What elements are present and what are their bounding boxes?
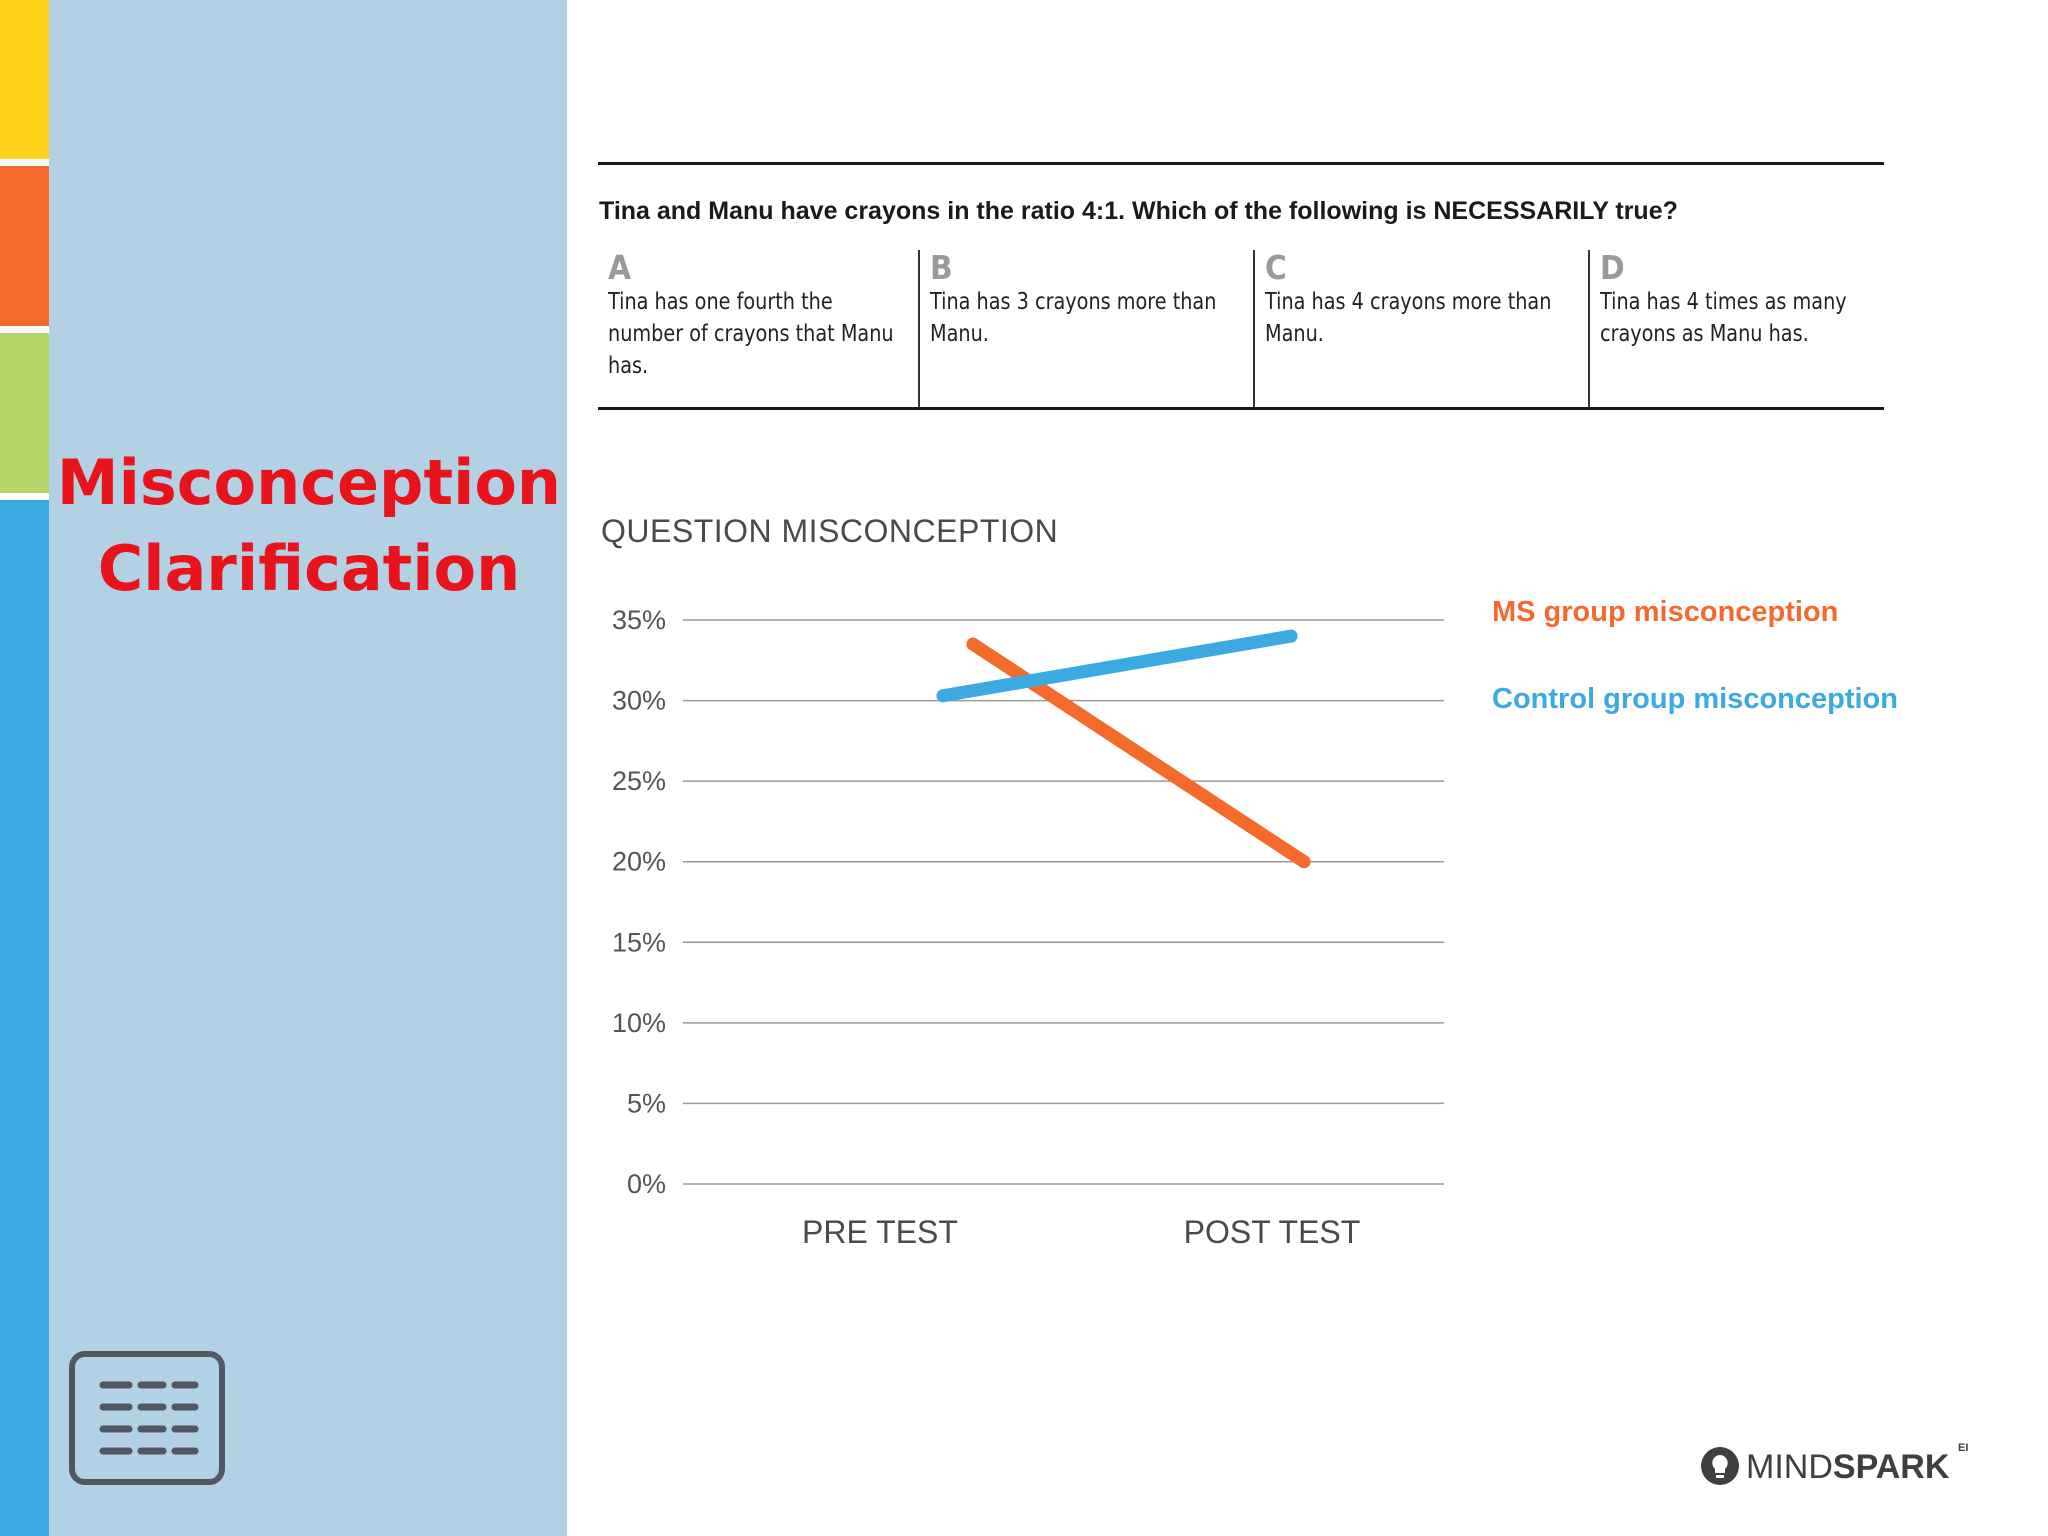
x-tick-label-1: POST TEST — [1184, 1214, 1361, 1250]
logo-superscript: EI — [1958, 1442, 1969, 1454]
data-point-0-0 — [966, 637, 980, 651]
option-b-text: Tina has 3 crayons more than Manu. — [930, 289, 1217, 347]
question-bottom-rule — [598, 407, 1884, 410]
color-strip-yellow — [0, 0, 49, 159]
option-a-text: Tina has one fourth the number of crayon… — [608, 289, 894, 379]
y-tick-label-7: 35% — [612, 605, 666, 635]
y-tick-label-1: 5% — [627, 1088, 666, 1118]
data-point-1-0 — [936, 689, 950, 703]
y-tick-label-2: 10% — [612, 1008, 666, 1038]
legend-ms-group: MS group misconception — [1492, 596, 1839, 628]
legend-control-group: Control group misconception — [1492, 683, 1898, 715]
option-b-letter: B — [930, 248, 953, 287]
y-tick-label-5: 25% — [612, 766, 666, 796]
logo-text-light: MIND — [1746, 1448, 1833, 1486]
chart-title: QUESTION MISCONCEPTION — [601, 513, 1059, 549]
slide-title: Misconception Clarification — [49, 440, 569, 612]
color-strip-orange — [0, 166, 49, 326]
answer-options: A Tina has one fourth the number of cray… — [598, 250, 1884, 407]
question-text: Tina and Manu have crayons in the ratio … — [599, 197, 1678, 225]
option-c-text: Tina has 4 crayons more than Manu. — [1265, 289, 1552, 347]
logo-text-bold: SPARK — [1832, 1448, 1950, 1486]
y-tick-label-6: 30% — [612, 686, 666, 716]
option-d-text: Tina has 4 times as many crayons as Manu… — [1600, 289, 1847, 347]
mindspark-logo: MINDSPARK EI — [1700, 1442, 1980, 1494]
y-tick-label-3: 15% — [612, 927, 666, 957]
option-c: C Tina has 4 crayons more than Manu. — [1253, 250, 1588, 407]
y-tick-label-4: 20% — [612, 847, 666, 877]
option-b: B Tina has 3 crayons more than Manu. — [918, 250, 1253, 407]
option-d-letter: D — [1600, 248, 1625, 287]
slide-title-line-1: Misconception — [56, 446, 562, 519]
series-line-1 — [936, 629, 1298, 703]
notes-list-icon[interactable] — [69, 1351, 225, 1485]
question-top-rule — [598, 162, 1884, 165]
data-point-0-1 — [1297, 855, 1311, 869]
option-d: D Tina has 4 times as many crayons as Ma… — [1588, 250, 1884, 407]
x-tick-label-0: PRE TEST — [802, 1214, 958, 1250]
color-strip-blue — [0, 500, 49, 1536]
data-point-1-1 — [1284, 629, 1298, 643]
slide-title-line-2: Clarification — [97, 532, 521, 605]
color-strip-green — [0, 333, 49, 493]
option-a-letter: A — [608, 248, 631, 287]
logo-wordmark: MINDSPARK — [1746, 1448, 1949, 1487]
sidebar-panel — [49, 0, 567, 1536]
option-a: A Tina has one fourth the number of cray… — [598, 250, 918, 407]
y-tick-label-0: 0% — [627, 1169, 666, 1199]
lightbulb-icon — [1701, 1447, 1739, 1485]
option-c-letter: C — [1265, 248, 1287, 287]
